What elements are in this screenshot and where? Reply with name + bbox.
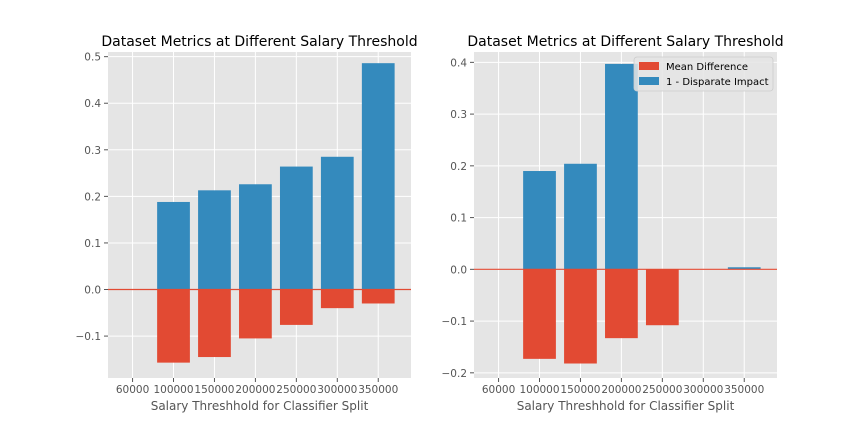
y-tick-label: 0.5 <box>84 52 101 64</box>
legend-label: 1 - Disparate Impact <box>666 77 769 88</box>
bar-disparate-impact <box>157 201 190 290</box>
x-tick-label: 60000 <box>482 384 515 396</box>
bar-mean-difference <box>279 289 313 325</box>
y-tick-label: 0.2 <box>450 161 467 173</box>
legend-swatch <box>639 62 659 70</box>
bar-disparate-impact <box>523 171 556 270</box>
bar-disparate-impact <box>198 190 231 290</box>
bar-mean-difference <box>564 269 597 364</box>
y-tick-label: 0.1 <box>84 238 101 250</box>
x-tick-label: 300000 <box>317 384 357 396</box>
bar-disparate-impact <box>361 63 395 290</box>
chart-title: Dataset Metrics at Different Salary Thre… <box>101 34 417 50</box>
bar-mean-difference <box>198 289 231 358</box>
y-tick-label: 0.4 <box>84 98 101 110</box>
bar-disparate-impact <box>564 163 597 270</box>
x-tick-label: 250000 <box>642 384 682 396</box>
x-tick-label: 100000 <box>153 384 193 396</box>
y-tick-label: 0.3 <box>84 145 101 157</box>
y-tick-label: 0.1 <box>450 213 467 225</box>
bar-mean-difference <box>157 289 190 363</box>
bar-disparate-impact <box>320 156 354 290</box>
x-tick-label: 350000 <box>724 384 764 396</box>
bar-mean-difference <box>320 289 354 309</box>
y-tick-label: −0.1 <box>76 331 102 343</box>
y-tick-label: −0.1 <box>442 316 468 328</box>
x-axis-label: Salary Threshhold for Classifier Split <box>517 399 735 413</box>
x-tick-label: 350000 <box>358 384 398 396</box>
x-tick-label: 150000 <box>194 384 234 396</box>
x-tick-label: 300000 <box>683 384 723 396</box>
bar-disparate-impact <box>239 184 272 290</box>
x-tick-label: 250000 <box>276 384 316 396</box>
legend-box <box>633 56 774 92</box>
y-tick-label: 0.4 <box>450 57 467 69</box>
chart-title: Dataset Metrics at Different Salary Thre… <box>467 34 783 50</box>
y-tick-label: 0.0 <box>450 264 467 276</box>
x-tick-label: 200000 <box>235 384 275 396</box>
x-tick-label: 150000 <box>560 384 600 396</box>
y-tick-label: 0.3 <box>450 109 467 121</box>
x-tick-label: 60000 <box>116 384 149 396</box>
y-tick-label: 0.0 <box>84 285 101 297</box>
x-tick-label: 100000 <box>519 384 559 396</box>
chart-panel-2: −0.2 −0.1 0.0 0.1 0.2 0.3 0.4 60000 100000 150000… <box>442 34 784 413</box>
legend: Mean Difference 1 - Disparate Impact <box>633 56 774 92</box>
bar-mean-difference <box>605 269 638 339</box>
bar-mean-difference <box>361 289 395 304</box>
legend-swatch <box>639 77 659 85</box>
bar-disparate-impact <box>727 267 761 270</box>
bar-disparate-impact <box>279 166 313 290</box>
bar-mean-difference <box>645 269 679 326</box>
legend-label: Mean Difference <box>666 62 748 73</box>
bar-mean-difference <box>239 289 272 339</box>
y-tick-label: −0.2 <box>442 368 468 380</box>
y-tick-label: 0.2 <box>84 191 101 203</box>
bar-disparate-impact <box>605 63 638 270</box>
x-tick-label: 200000 <box>601 384 641 396</box>
bar-mean-difference <box>523 269 556 359</box>
x-axis-label: Salary Threshhold for Classifier Split <box>151 399 369 413</box>
